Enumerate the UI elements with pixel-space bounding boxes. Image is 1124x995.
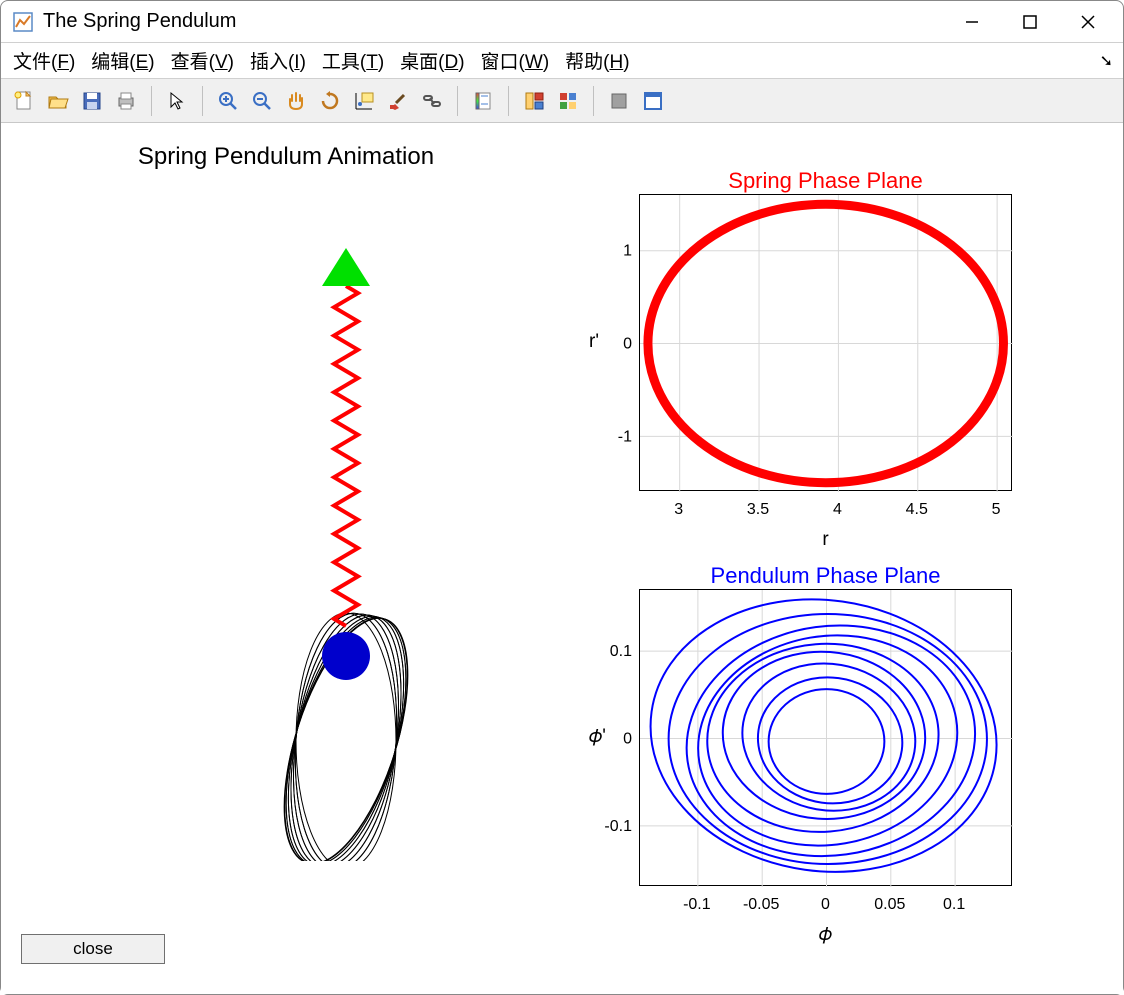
menu-d[interactable]: 桌面(D): [400, 47, 464, 74]
svg-text:-0.05: -0.05: [743, 896, 780, 913]
svg-text:0: 0: [821, 896, 830, 913]
insert-subplot-icon[interactable]: [553, 86, 583, 116]
spring-ylabel: r': [589, 331, 599, 353]
svg-text:-0.1: -0.1: [683, 896, 711, 913]
toolbar-separator: [508, 86, 509, 116]
menu-h[interactable]: 帮助(H): [565, 47, 629, 74]
app-icon: [13, 12, 33, 32]
open-icon[interactable]: [43, 86, 73, 116]
menu-v[interactable]: 查看(V): [171, 47, 234, 74]
svg-text:4.5: 4.5: [906, 501, 928, 518]
svg-text:0.1: 0.1: [610, 643, 632, 660]
svg-text:5: 5: [992, 501, 1001, 518]
dock-arrow-icon[interactable]: ➘: [1100, 51, 1113, 71]
hide-icon[interactable]: [604, 86, 634, 116]
svg-text:3.5: 3.5: [747, 501, 769, 518]
pointer-icon[interactable]: [162, 86, 192, 116]
pan-icon[interactable]: [281, 86, 311, 116]
menu-i[interactable]: 插入(I): [250, 47, 306, 74]
pendulum-xticks: -0.1 -0.05 0 0.05 0.1: [639, 891, 1012, 915]
pendulum-phase-chart: Pendulum Phase Plane 𝜙' -0.100.1 -0.1-0.…: [639, 563, 1012, 946]
spring-chart-title: Spring Phase Plane: [639, 168, 1012, 194]
close-button[interactable]: close: [21, 934, 165, 964]
svg-text:3: 3: [674, 501, 683, 518]
toolbar-separator: [457, 86, 458, 116]
menu-e[interactable]: 编辑(E): [91, 47, 154, 74]
print-icon[interactable]: [111, 86, 141, 116]
animation-title: Spring Pendulum Animation: [11, 143, 561, 171]
pendulum-chart-title: Pendulum Phase Plane: [639, 563, 1012, 589]
menu-t[interactable]: 工具(T): [322, 47, 384, 74]
svg-text:-1: -1: [618, 428, 632, 445]
pendulum-xlabel: 𝜙: [639, 924, 1012, 946]
titlebar: The Spring Pendulum: [1, 1, 1123, 43]
minimize-button[interactable]: [943, 2, 1001, 42]
toolbar-separator: [151, 86, 152, 116]
svg-text:0: 0: [623, 336, 632, 353]
legend-icon[interactable]: [519, 86, 549, 116]
menubar: 文件(F) 编辑(E) 查看(V) 插入(I) 工具(T) 桌面(D) 窗口(W) 帮助(H)…: [1, 43, 1123, 79]
svg-text:-0.1: -0.1: [604, 818, 632, 835]
zoom-in-icon[interactable]: [213, 86, 243, 116]
colorbar-icon[interactable]: [468, 86, 498, 116]
svg-text:0.05: 0.05: [874, 896, 905, 913]
new-icon[interactable]: [9, 86, 39, 116]
data-cursor-icon[interactable]: [349, 86, 379, 116]
animation-canvas: [11, 181, 561, 861]
animation-panel: Spring Pendulum Animation: [11, 143, 561, 866]
figure-area: Spring Pendulum Animation Spring Phase P…: [1, 123, 1123, 994]
spring-xticks: 3 3.5 4 4.5 5: [639, 496, 1012, 520]
window-title: The Spring Pendulum: [43, 10, 943, 33]
zoom-out-icon[interactable]: [247, 86, 277, 116]
brush-icon[interactable]: [383, 86, 413, 116]
toolbar-separator: [202, 86, 203, 116]
pendulum-chart-axes: -0.100.1: [639, 589, 1012, 886]
close-window-button[interactable]: [1059, 2, 1117, 42]
spring-xlabel: r: [639, 529, 1012, 551]
svg-text:4: 4: [833, 501, 842, 518]
svg-text:1: 1: [623, 243, 632, 260]
svg-text:0.1: 0.1: [943, 896, 965, 913]
link-icon[interactable]: [417, 86, 447, 116]
toolbar-separator: [593, 86, 594, 116]
figure-window: The Spring Pendulum 文件(F) 编辑(E) 查看(V) 插入(I)…: [0, 0, 1124, 995]
rotate-icon[interactable]: [315, 86, 345, 116]
svg-text:0: 0: [623, 731, 632, 748]
menu-f[interactable]: 文件(F): [13, 47, 75, 74]
save-icon[interactable]: [77, 86, 107, 116]
spring-phase-chart: Spring Phase Plane r' -101 33.544.55 r: [639, 168, 1012, 551]
toolbar: [1, 79, 1123, 123]
maximize-button[interactable]: [1001, 2, 1059, 42]
pendulum-ylabel: 𝜙': [589, 726, 606, 748]
spring-chart-axes: -101: [639, 194, 1012, 491]
menu-w[interactable]: 窗口(W): [481, 47, 550, 74]
show-plot-icon[interactable]: [638, 86, 668, 116]
